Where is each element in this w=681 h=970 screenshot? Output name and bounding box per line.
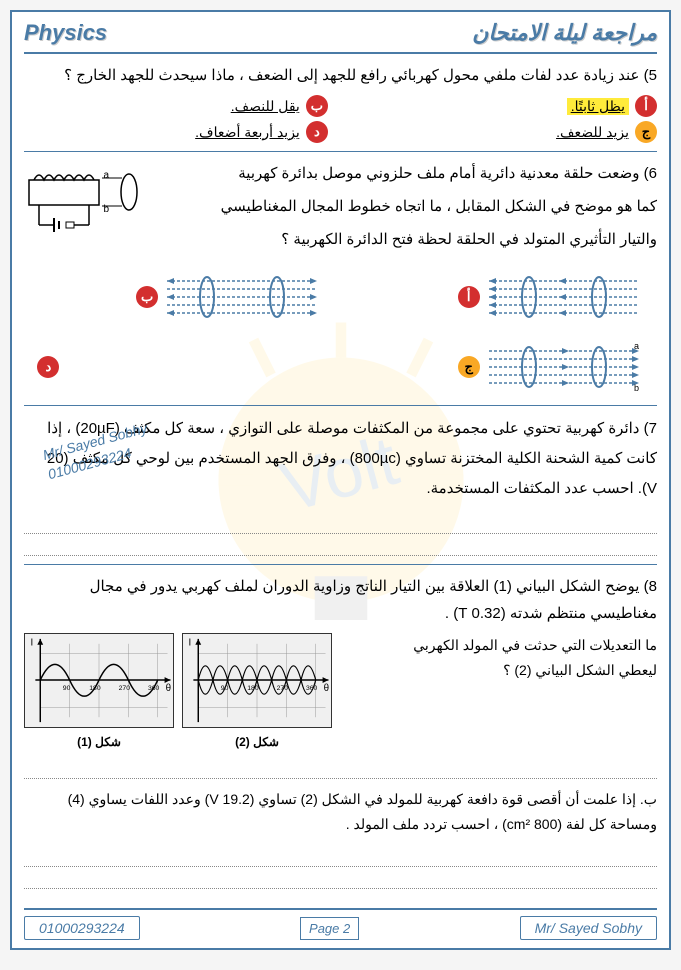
badge-b-icon: ب [306, 95, 328, 117]
svg-text:a: a [634, 341, 639, 351]
svg-text:θ: θ [166, 683, 171, 694]
svg-text:a: a [103, 170, 109, 181]
q8-a1: ما التعديلات التي حدثت في المولد الكهربي [342, 633, 657, 658]
q6-badge-c: ج [458, 356, 480, 378]
q5-opt-b-text: يقل للنصف. [231, 98, 300, 115]
svg-text:I: I [30, 638, 33, 649]
chart2-rectified: Iθ 90 180 270 360 [182, 633, 332, 728]
q5-option-d: د يزيد أربعة أضعاف. [24, 121, 328, 143]
chart1-label: شكل (1) [24, 735, 174, 749]
q6-opt-c: ab ج [359, 337, 644, 397]
header-title-ar: مراجعة ليلة الامتحان [472, 20, 657, 46]
answer-line [24, 867, 657, 889]
q6-line1: 6) وضعت حلقة معدنية دائرية أمام ملف حلزو… [164, 160, 657, 187]
answer-line [24, 534, 657, 556]
q8-intro: 8) يوضح الشكل البياني (1) العلاقة بين ال… [24, 573, 657, 627]
svg-text:180: 180 [89, 685, 101, 692]
svg-text:180: 180 [247, 685, 259, 692]
chart1-sine: Iθ 90 180 270 360 [24, 633, 174, 728]
coil-diagram-a: ab [484, 267, 644, 327]
q5-option-a: أ يظل ثابتًا. [353, 95, 657, 117]
q7-answer-lines [24, 512, 657, 556]
svg-text:270: 270 [119, 685, 131, 692]
q6-coil-options: ab أ ab ب [24, 267, 657, 397]
q6-opt-b: ab ب [37, 267, 322, 327]
q8a-answer-lines [24, 757, 657, 779]
q5-option-c: ج يزيد للضعف. [353, 121, 657, 143]
svg-text:360: 360 [306, 685, 318, 692]
q6-opt-a: ab أ [359, 267, 644, 327]
q5-opt-c-text: يزيد للضعف. [556, 124, 629, 141]
chart1-box: Iθ 90 180 270 360 شكل (1) [24, 633, 174, 749]
badge-a-icon: أ [635, 95, 657, 117]
q5-options-row2: ج يزيد للضعف. د يزيد أربعة أضعاف. [24, 121, 657, 143]
q6-line2: كما هو موضح في الشكل المقابل ، ما اتجاه … [164, 193, 657, 220]
q5-text: 5) عند زيادة عدد لفات ملفي محول كهربائي … [24, 62, 657, 89]
svg-text:90: 90 [63, 685, 71, 692]
svg-text:b: b [634, 383, 639, 393]
page-footer: Mr/ Sayed Sobhy Page 2 01000293224 [24, 908, 657, 940]
chart2-box: Iθ 90 180 270 360 شكل (2) [182, 633, 332, 749]
q6-line3: والتيار التأثيري المتولد في الحلقة لحظة … [164, 226, 657, 253]
q5-option-b: ب يقل للنصف. [24, 95, 328, 117]
q6-badge-a: أ [458, 286, 480, 308]
footer-teacher: Mr/ Sayed Sobhy [520, 916, 657, 940]
svg-text:270: 270 [277, 685, 289, 692]
q6-badge-d: د [37, 356, 59, 378]
q6-badge-b: ب [136, 286, 158, 308]
q8-row: ما التعديلات التي حدثت في المولد الكهربي… [24, 633, 657, 749]
divider-3 [24, 564, 657, 565]
svg-text:I: I [188, 638, 191, 649]
q8b-answer-lines [24, 845, 657, 889]
q6-text-block: 6) وضعت حلقة معدنية دائرية أمام ملف حلزو… [164, 160, 657, 259]
svg-text:θ: θ [324, 683, 329, 694]
divider [24, 151, 657, 152]
badge-d-icon: د [306, 121, 328, 143]
q5-opt-d-text: يزيد أربعة أضعاف. [195, 124, 300, 141]
q8-part-a: ما التعديلات التي حدثت في المولد الكهربي… [342, 633, 657, 683]
svg-text:90: 90 [221, 685, 229, 692]
svg-text:360: 360 [148, 685, 160, 692]
q8-a2: ليعطي الشكل البياني (2) ؟ [342, 658, 657, 683]
footer-page: Page 2 [300, 917, 359, 940]
content-area: 5) عند زيادة عدد لفات ملفي محول كهربائي … [24, 62, 657, 889]
q8-part-b: ب. إذا علمت أن أقصى قوة دافعة كهربية للم… [24, 787, 657, 837]
q5-options-row1: أ يظل ثابتًا. ب يقل للنصف. [24, 95, 657, 117]
q6-setup-diagram: a b [24, 160, 154, 240]
divider-2 [24, 405, 657, 406]
q6-row: 6) وضعت حلقة معدنية دائرية أمام ملف حلزو… [24, 160, 657, 259]
answer-line [24, 757, 657, 779]
header-subject: Physics [24, 20, 107, 46]
badge-c-icon: ج [635, 121, 657, 143]
page-header: مراجعة ليلة الامتحان Physics [24, 20, 657, 54]
footer-phone: 01000293224 [24, 916, 140, 940]
coil-diagram-c: ab [484, 337, 644, 397]
page-container: Volt مراجعة ليلة الامتحان Physics 5) عند… [10, 10, 671, 950]
q8-charts: Iθ 90 180 270 360 شكل (1) [24, 633, 332, 749]
q5-opt-a-text: يظل ثابتًا. [567, 98, 629, 115]
coil-diagram-b: ab [162, 267, 322, 327]
answer-line [24, 512, 657, 534]
chart2-label: شكل (2) [182, 735, 332, 749]
q6-opt-d: د [37, 337, 322, 397]
answer-line [24, 845, 657, 867]
